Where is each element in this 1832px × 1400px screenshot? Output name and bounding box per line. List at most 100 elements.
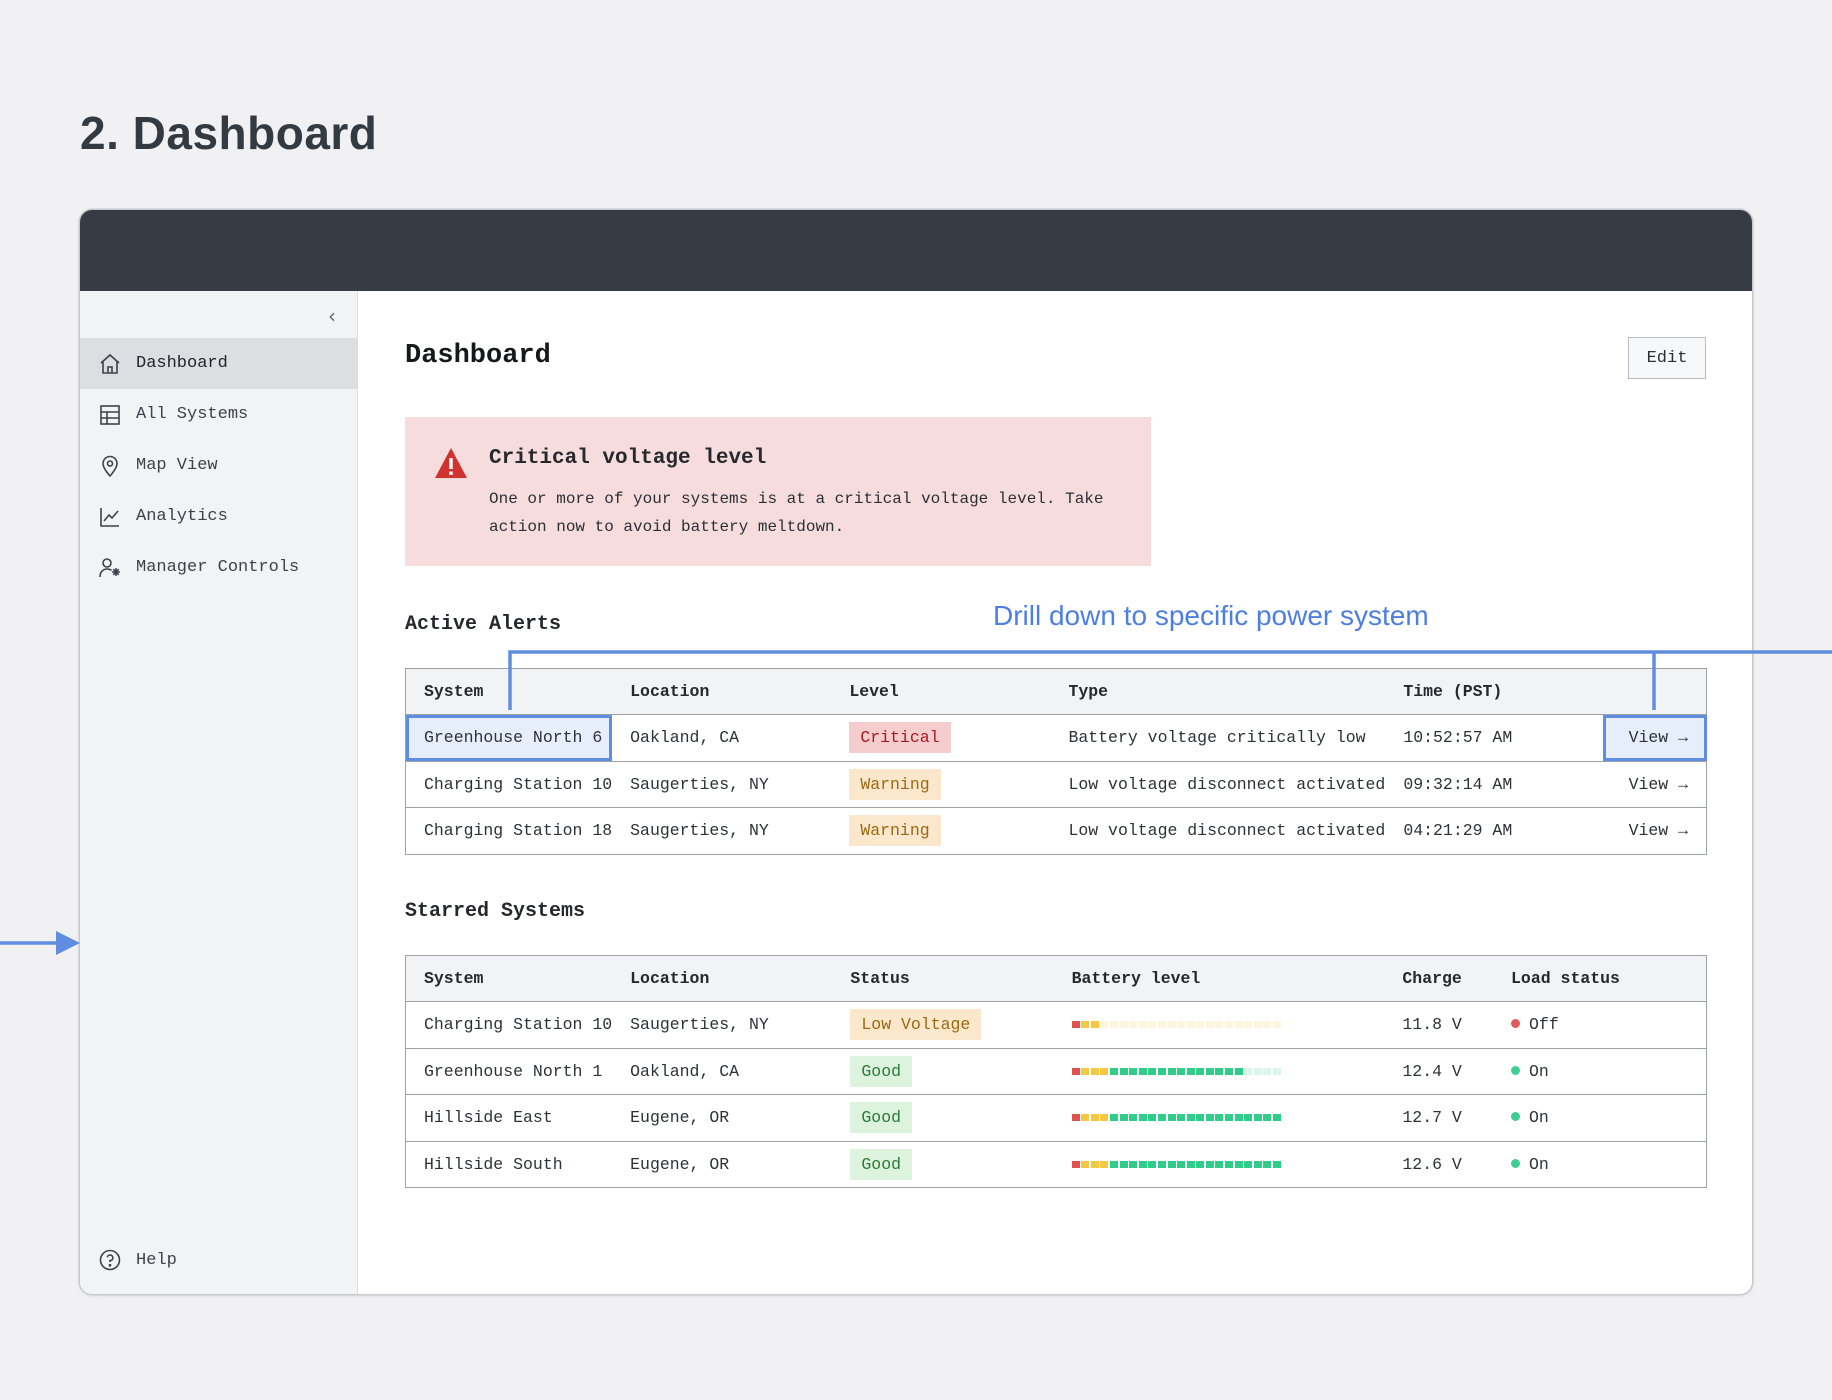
table-header-row: System Location Level Type Time (PST) bbox=[405, 668, 1707, 715]
sidebar: ‹ Dashboard All Systems Map View Analyti… bbox=[80, 291, 358, 1294]
battery-segment bbox=[1090, 1021, 1099, 1029]
table-row[interactable]: Charging Station 10 Saugerties, NY Low V… bbox=[405, 1001, 1708, 1049]
system-name[interactable]: Greenhouse North 1 bbox=[405, 1048, 613, 1095]
level-cell: Warning bbox=[831, 761, 1051, 808]
charge: 11.8 V bbox=[1384, 1001, 1494, 1049]
battery-segment bbox=[1273, 1067, 1282, 1075]
top-bar bbox=[80, 210, 1752, 291]
battery-segment bbox=[1109, 1067, 1118, 1075]
alert-time: 04:21:29 AM bbox=[1385, 807, 1603, 855]
help-icon bbox=[99, 1249, 121, 1271]
battery-segment bbox=[1273, 1021, 1282, 1029]
battery-segment bbox=[1119, 1160, 1128, 1168]
battery-segment bbox=[1263, 1160, 1272, 1168]
column-header: System bbox=[405, 668, 613, 715]
sidebar-item-manager-controls[interactable]: Manager Controls bbox=[80, 542, 357, 593]
battery-segment bbox=[1273, 1114, 1282, 1122]
annotation-label: Drill down to specific power system bbox=[993, 600, 1429, 631]
battery-segment bbox=[1225, 1021, 1234, 1029]
level-cell: Critical bbox=[831, 714, 1051, 762]
collapse-sidebar-icon[interactable]: ‹ bbox=[328, 304, 336, 328]
battery-segment bbox=[1177, 1160, 1186, 1168]
location: Oakland, CA bbox=[612, 714, 832, 762]
system-name[interactable]: Charging Station 10 bbox=[405, 1001, 613, 1049]
battery-segment bbox=[1273, 1160, 1282, 1168]
battery-segment bbox=[1129, 1067, 1138, 1075]
warning-triangle-icon bbox=[435, 448, 467, 478]
system-name[interactable]: Greenhouse North 6 bbox=[405, 714, 613, 762]
sidebar-item-analytics[interactable]: Analytics bbox=[80, 491, 357, 542]
battery-cell bbox=[1053, 1048, 1385, 1095]
alert-time: 10:52:57 AM bbox=[1385, 714, 1603, 762]
active-alerts-table: System Location Level Type Time (PST) Gr… bbox=[405, 668, 1707, 855]
sidebar-item-label: Analytics bbox=[136, 507, 228, 526]
battery-segment bbox=[1177, 1114, 1186, 1122]
location: Eugene, OR bbox=[612, 1141, 833, 1188]
battery-segment bbox=[1167, 1160, 1176, 1168]
load-status-label: On bbox=[1529, 1061, 1549, 1081]
app-window: ‹ Dashboard All Systems Map View Analyti… bbox=[80, 210, 1752, 1294]
table-row[interactable]: Charging Station 10 Saugerties, NY Warni… bbox=[405, 761, 1707, 808]
starred-systems-table: System Location Status Battery level Cha… bbox=[405, 955, 1708, 1188]
battery-segment bbox=[1138, 1160, 1147, 1168]
battery-segment bbox=[1148, 1067, 1157, 1075]
sidebar-item-map-view[interactable]: Map View bbox=[80, 440, 357, 491]
battery-level-bar bbox=[1071, 1114, 1282, 1122]
sidebar-item-help[interactable]: Help bbox=[98, 1248, 177, 1272]
battery-segment bbox=[1157, 1114, 1166, 1122]
table-row[interactable]: Greenhouse North 1 Oakland, CA Good 12.4… bbox=[405, 1048, 1708, 1095]
system-name[interactable]: Hillside South bbox=[405, 1141, 613, 1188]
battery-segment bbox=[1263, 1114, 1272, 1122]
view-link[interactable]: View → bbox=[1602, 714, 1707, 762]
alert-message: One or more of your systems is at a crit… bbox=[489, 490, 1104, 536]
view-link[interactable]: View → bbox=[1602, 807, 1707, 855]
battery-cell bbox=[1053, 1094, 1385, 1142]
sidebar-item-dashboard[interactable]: Dashboard bbox=[80, 338, 357, 389]
battery-segment bbox=[1186, 1067, 1195, 1075]
alert-type: Low voltage disconnect activated bbox=[1050, 761, 1386, 808]
column-header: Location bbox=[612, 955, 833, 1002]
level-cell: Warning bbox=[831, 807, 1051, 855]
status-cell: Good bbox=[832, 1141, 1054, 1188]
battery-segment bbox=[1215, 1114, 1224, 1122]
battery-segment bbox=[1167, 1067, 1176, 1075]
column-header bbox=[1602, 668, 1707, 715]
view-link[interactable]: View → bbox=[1602, 761, 1707, 808]
battery-segment bbox=[1215, 1021, 1224, 1029]
level-badge: Warning bbox=[849, 768, 941, 800]
load-on-dot-icon bbox=[1511, 1065, 1521, 1075]
sidebar-item-all-systems[interactable]: All Systems bbox=[80, 389, 357, 440]
battery-segment bbox=[1205, 1021, 1214, 1029]
battery-segment bbox=[1071, 1021, 1080, 1029]
table-row[interactable]: Hillside South Eugene, OR Good 12.6 V On bbox=[405, 1141, 1708, 1188]
table-row[interactable]: Greenhouse North 6 Oakland, CA Critical … bbox=[405, 714, 1707, 762]
system-name[interactable]: Charging Station 18 bbox=[405, 807, 613, 855]
battery-segment bbox=[1186, 1160, 1195, 1168]
location: Saugerties, NY bbox=[612, 1001, 833, 1049]
system-name[interactable]: Hillside East bbox=[405, 1094, 613, 1142]
column-header: Location bbox=[612, 668, 832, 715]
edit-button[interactable]: Edit bbox=[1628, 337, 1706, 379]
battery-segment bbox=[1138, 1114, 1147, 1122]
table-row[interactable]: Charging Station 18 Saugerties, NY Warni… bbox=[405, 807, 1707, 855]
level-badge: Warning bbox=[849, 815, 941, 847]
location: Saugerties, NY bbox=[612, 761, 832, 808]
load-status: Off bbox=[1493, 1001, 1708, 1049]
battery-cell bbox=[1053, 1141, 1385, 1188]
system-name[interactable]: Charging Station 10 bbox=[405, 761, 613, 808]
battery-segment bbox=[1081, 1067, 1090, 1075]
battery-segment bbox=[1263, 1021, 1272, 1029]
table-row[interactable]: Hillside East Eugene, OR Good 12.7 V On bbox=[405, 1094, 1708, 1142]
battery-segment bbox=[1109, 1160, 1118, 1168]
battery-segment bbox=[1157, 1160, 1166, 1168]
critical-alert-banner: Critical voltage level One or more of yo… bbox=[405, 417, 1151, 566]
load-on-dot-icon bbox=[1511, 1112, 1521, 1122]
load-status: On bbox=[1493, 1048, 1708, 1095]
battery-segment bbox=[1138, 1067, 1147, 1075]
battery-segment bbox=[1090, 1067, 1099, 1075]
battery-segment bbox=[1100, 1067, 1109, 1075]
battery-segment bbox=[1244, 1160, 1253, 1168]
column-header: Load status bbox=[1493, 955, 1708, 1002]
column-header: Type bbox=[1050, 668, 1386, 715]
battery-segment bbox=[1205, 1114, 1214, 1122]
